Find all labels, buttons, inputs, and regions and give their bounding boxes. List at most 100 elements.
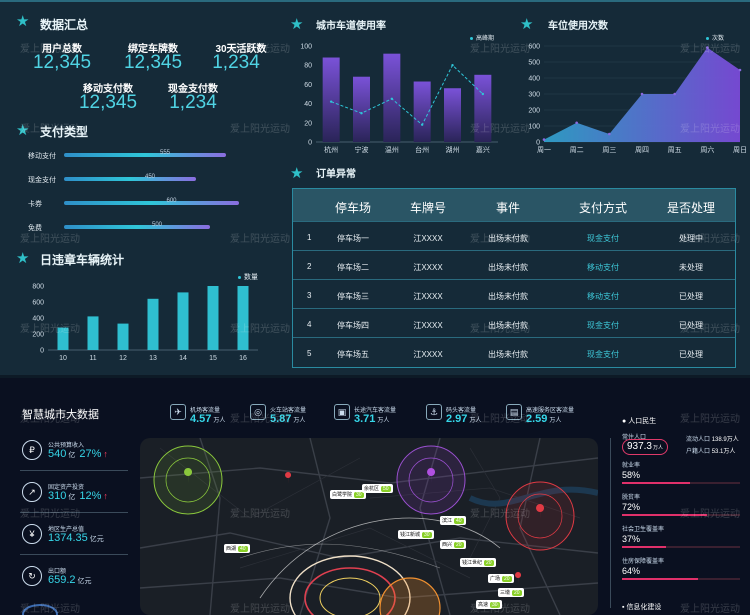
table-row[interactable]: 1 停车场一 江XXXX 出场未付款 现金支付 处理中 [293, 221, 735, 250]
table-row[interactable]: 4 停车场四 江XXXX 出场未付款 现金支付 已处理 [293, 308, 735, 337]
map-tag-label: 三墩 [500, 590, 511, 596]
line-point[interactable] [360, 112, 363, 115]
stat-value: 1374.35 [48, 532, 88, 544]
map-tag-label: 西兴 [442, 542, 453, 548]
bar[interactable] [117, 323, 129, 350]
line-point[interactable] [390, 97, 394, 100]
pay-cell: 移动支付 [587, 263, 619, 272]
map-tag[interactable]: 广场 20 [488, 574, 514, 583]
stat-percent: 12% [79, 490, 102, 502]
population-value: 937.3 [626, 441, 652, 452]
rate-poverty: 脱贫率 72% [622, 492, 740, 516]
lot-cell: 停车场三 [337, 292, 369, 301]
payment-type-label: 卡券 [28, 201, 42, 208]
x-tick-label: 13 [149, 355, 157, 362]
gauge-ring [22, 604, 58, 615]
floating-label: 流动人口 [686, 437, 711, 443]
rate-bar-fill [622, 514, 707, 516]
map-tag[interactable]: 白鹭学院 30 [330, 490, 366, 499]
kpi-value: 5.87 [270, 413, 292, 425]
bar[interactable] [87, 316, 99, 350]
column-header[interactable]: 是否处理 [666, 201, 715, 215]
column-header[interactable]: 停车场 [334, 201, 371, 215]
line-point[interactable] [329, 100, 333, 103]
area-point[interactable] [706, 46, 709, 49]
line-point[interactable] [481, 92, 485, 96]
bar[interactable] [353, 76, 370, 142]
export-icon: ↻ [22, 566, 42, 586]
kpi-value: 4.57 [190, 413, 212, 425]
star-icon: ★ [16, 13, 30, 30]
area-point[interactable] [575, 121, 578, 125]
area-point[interactable] [542, 138, 546, 141]
stat-value: 1,234 [169, 92, 217, 113]
map-tag[interactable]: 西兴 20 [440, 540, 466, 549]
violations-title: 日违章车辆统计 [40, 253, 125, 267]
row-index: 4 [307, 320, 312, 329]
map-tag[interactable]: 余杭区 50 [362, 484, 393, 493]
bar[interactable] [207, 286, 219, 350]
bar[interactable] [57, 327, 69, 350]
payment-type-value: 600 [166, 198, 177, 204]
area-point[interactable] [608, 132, 611, 136]
x-tick-label: 周五 [668, 146, 682, 154]
event-cell: 出场未付款 [488, 292, 528, 301]
x-tick-label: 周四 [635, 146, 649, 154]
bar[interactable] [147, 298, 159, 350]
x-tick-label: 14 [179, 355, 187, 362]
line-point[interactable] [420, 123, 424, 126]
map-tag-value: 30 [490, 602, 500, 608]
status-cell: 已处理 [679, 350, 703, 359]
kpi-value: 2.59 [526, 413, 548, 425]
column-header[interactable]: 车牌号 [409, 201, 446, 215]
anchor-icon: ⚓ [426, 404, 442, 420]
map-tag[interactable]: 钱江世纪 20 [460, 558, 496, 567]
map-tag[interactable]: 钱江新城 30 [398, 530, 434, 539]
rate-label: 社会卫生覆盖率 [622, 527, 665, 533]
map-tag[interactable]: 高速 30 [476, 600, 502, 609]
x-tick-label: 湖州 [446, 145, 460, 154]
rate-health: 社会卫生覆盖率 37% [622, 524, 740, 548]
event-cell: 出场未付款 [488, 321, 528, 330]
pay-cell: 现金支付 [587, 321, 619, 330]
smart-city-dashboard: 智慧城市大数据 ✈ 机场客流量 4.57 万人 ◎ 火车站客流量 5.87 万人 ▣… [0, 378, 750, 615]
x-tick-label: 周日 [733, 146, 747, 154]
violations-legend: 数量 [238, 272, 258, 282]
y-tick-label: 600 [32, 300, 44, 307]
bar[interactable] [413, 81, 431, 142]
city-map[interactable]: 白鹭学院 30 西湖 40 余杭区 50 钱江新城 30 西兴 20 钱江世纪 20 广场 2… [140, 438, 598, 615]
column-header[interactable]: 事件 [495, 201, 520, 215]
y-tick-label: 200 [32, 332, 44, 339]
bar[interactable] [237, 286, 249, 350]
line-point[interactable] [451, 64, 454, 67]
legend-dot-icon [706, 36, 709, 40]
x-tick-label: 嘉兴 [476, 145, 490, 154]
bar[interactable] [177, 292, 189, 350]
stat-label: 现金支付数 [168, 84, 218, 95]
map-tag[interactable]: 三墩 20 [498, 588, 524, 597]
stat-label: 地区生产总值 [48, 527, 85, 533]
bar[interactable] [474, 74, 492, 142]
x-tick-label: 16 [239, 355, 247, 362]
rate-label: 住房保障覆盖率 [622, 559, 665, 565]
map-tag[interactable]: 西湖 40 [224, 544, 250, 553]
table-row[interactable]: 5 停车场五 江XXXX 出场未付款 现金支付 已处理 [293, 337, 735, 366]
x-tick-label: 周三 [602, 146, 616, 154]
area-point[interactable] [640, 92, 644, 96]
stat-value: 540 [48, 448, 67, 460]
table-row[interactable]: 3 停车场三 江XXXX 出场未付款 移动支付 已处理 [293, 279, 735, 308]
map-tag[interactable]: 滨江 40 [440, 516, 466, 525]
stat-label: 移动支付数 [83, 84, 133, 95]
area-point[interactable] [673, 92, 676, 96]
summary-title: 数据汇总 [40, 18, 89, 32]
stat-value-wrap: 1374.35 亿元 [48, 532, 104, 544]
kpi-unit: 万人 [377, 418, 390, 424]
table-row[interactable]: 2 停车场二 江XXXX 出场未付款 移动支付 未处理 [293, 250, 735, 279]
growth-icon: ↗ [22, 482, 42, 502]
bar[interactable] [444, 88, 461, 142]
kpi-value: 2.97 [446, 413, 468, 425]
column-header[interactable]: 支付方式 [578, 201, 627, 215]
bar[interactable] [322, 57, 340, 142]
area-point[interactable] [738, 68, 742, 72]
star-icon: ★ [290, 16, 304, 33]
